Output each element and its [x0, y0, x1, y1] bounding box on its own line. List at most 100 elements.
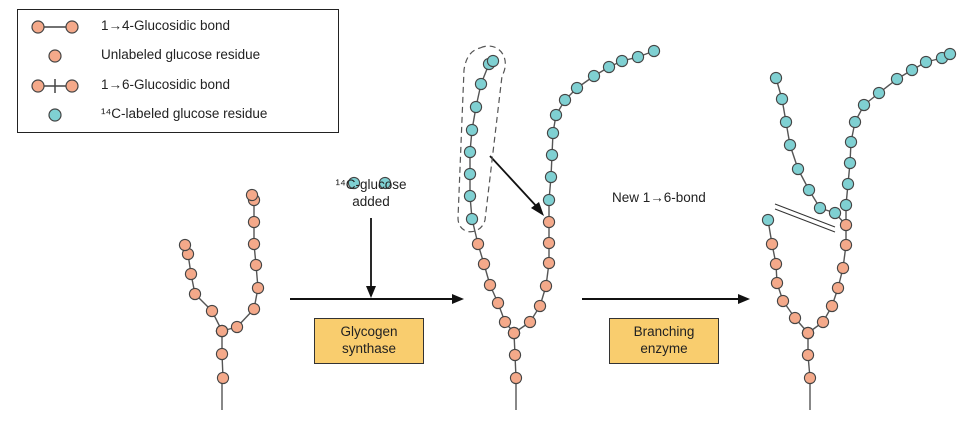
unlabeled-glucose-residue [508, 348, 522, 362]
arrow-head [452, 294, 464, 304]
unlabeled-glucose-residue [247, 237, 261, 251]
labeled-glucose-residue [775, 92, 789, 106]
labeled-glucose-residue [919, 55, 933, 69]
labeled-glucose-residue [474, 77, 488, 91]
unlabeled-glucose-residue [249, 258, 263, 272]
labeled-glucose-residue [783, 138, 797, 152]
alpha-1-6-bond-icon [31, 79, 79, 93]
labeled-glucose-residue [549, 108, 563, 122]
legend-label: 1→6-Glucosidic bond [101, 77, 231, 92]
arrow-head [366, 286, 376, 298]
unlabeled-glucose-residue [542, 236, 556, 250]
unlabeled-glucose-residue [215, 347, 229, 361]
unlabeled-glucose-residue [803, 371, 817, 385]
unlabeled-glucose-residue [507, 326, 521, 340]
legend-row: 1→4-Glucosidic bond [18, 16, 338, 38]
alpha-1-4-bond-icon [31, 20, 79, 34]
unlabeled-glucose-residue [215, 324, 229, 338]
unlabeled-glucose-residue [539, 279, 553, 293]
unlabeled-glucose-residue [839, 238, 853, 252]
unlabeled-glucose-residue [178, 238, 192, 252]
unlabeled-glucose-residue [205, 304, 219, 318]
labeled-glucose-residue [465, 212, 479, 226]
unlabeled-glucose-residue [801, 348, 815, 362]
transfer-segment-outline [457, 45, 506, 233]
labeled-glucose-residue [546, 126, 560, 140]
glucose-added-line2: added [352, 194, 390, 209]
legend-label: 1→4-Glucosidic bond [101, 18, 231, 33]
unlabeled-glucose-residue [230, 320, 244, 334]
labeled-glucose-residue [761, 213, 775, 227]
unlabeled-glucose-residue [769, 257, 783, 271]
labeled-glucose-residue [347, 176, 361, 190]
labeled-glucose-residue [615, 54, 629, 68]
unlabeled-glucose-residue [776, 294, 790, 308]
new-bond-leader [774, 208, 836, 233]
arrow-head [531, 202, 544, 216]
process-arrows [290, 155, 836, 304]
labeled-glucose-residue [631, 50, 645, 64]
unlabeled-glucose-residue [477, 257, 491, 271]
labeled-glucose-residue [463, 145, 477, 159]
synthase-line1: Glycogen [340, 324, 398, 339]
unlabeled-glucose-residue [533, 299, 547, 313]
labeled-glucose-residue [465, 123, 479, 137]
labeled-glucose-residue [779, 115, 793, 129]
labeled-glucose-residue [890, 72, 904, 86]
unlabeled-glucose-residue [247, 302, 261, 316]
labeled-glucose-residue [542, 193, 556, 207]
legend-row: ¹⁴C-labeled glucose residue [18, 104, 338, 126]
labeled-glucose-residue [841, 177, 855, 191]
legend-row: Unlabeled glucose residue [18, 45, 338, 67]
unlabeled-glucose-residue [542, 215, 556, 229]
unlabeled-glucose-icon [48, 49, 62, 63]
labeled-glucose-residue [486, 54, 500, 68]
unlabeled-glucose-residue [491, 296, 505, 310]
labeled-glucose-residue [558, 93, 572, 107]
labeled-glucose-residue [545, 148, 559, 162]
labeled-glucose-residue [544, 170, 558, 184]
unlabeled-glucose-residue [839, 218, 853, 232]
labeled-glucose-residue [791, 162, 805, 176]
unlabeled-glucose-residue [825, 299, 839, 313]
unlabeled-glucose-residue [801, 326, 815, 340]
legend-label: ¹⁴C-labeled glucose residue [101, 106, 268, 121]
synthase-line2: synthase [341, 341, 397, 356]
unlabeled-glucose-residue [188, 287, 202, 301]
unlabeled-glucose-residue [251, 281, 265, 295]
unlabeled-glucose-residue [509, 371, 523, 385]
unlabeled-glucose-residue [816, 315, 830, 329]
unlabeled-glucose-residue [483, 278, 497, 292]
labeled-glucose-residue [839, 198, 853, 212]
labeled-glucose-residue [602, 60, 616, 74]
labeled-glucose-residue [463, 189, 477, 203]
legend-row: 1→6-Glucosidic bond [18, 75, 338, 97]
arrow-head [738, 294, 750, 304]
unlabeled-glucose-residue [471, 237, 485, 251]
glucose-added-line1: ¹⁴C-glucose [335, 177, 407, 192]
unlabeled-glucose-residue [498, 315, 512, 329]
branching-enzyme-box: Branching enzyme [609, 318, 719, 364]
unlabeled-glucose-residue [770, 276, 784, 290]
labeled-glucose-residue [857, 98, 871, 112]
labeled-glucose-residue [647, 44, 661, 58]
unlabeled-glucose-residue [247, 215, 261, 229]
legend: 1→4-Glucosidic bond Unlabeled glucose re… [17, 9, 339, 133]
unlabeled-glucose-residue [831, 281, 845, 295]
arrow-transfer [489, 155, 539, 209]
branching-line2: enzyme [640, 341, 688, 356]
labeled-glucose-residue [570, 81, 584, 95]
labeled-glucose-residue [813, 201, 827, 215]
unlabeled-glucose-residue [523, 315, 537, 329]
labeled-glucose-residue [769, 71, 783, 85]
labeled-glucose-residue [905, 63, 919, 77]
branching-line1: Branching [633, 324, 695, 339]
labeled-glucose-icon [48, 108, 62, 122]
glucose-added-label: ¹⁴C-glucose added [312, 176, 430, 210]
unlabeled-glucose-residue [245, 188, 259, 202]
unlabeled-glucose-residue [184, 267, 198, 281]
labeled-glucose-residue [802, 183, 816, 197]
glycogen-synthase-box: Glycogen synthase [314, 318, 424, 364]
labeled-glucose-residue [463, 167, 477, 181]
unlabeled-glucose-residue [788, 311, 802, 325]
